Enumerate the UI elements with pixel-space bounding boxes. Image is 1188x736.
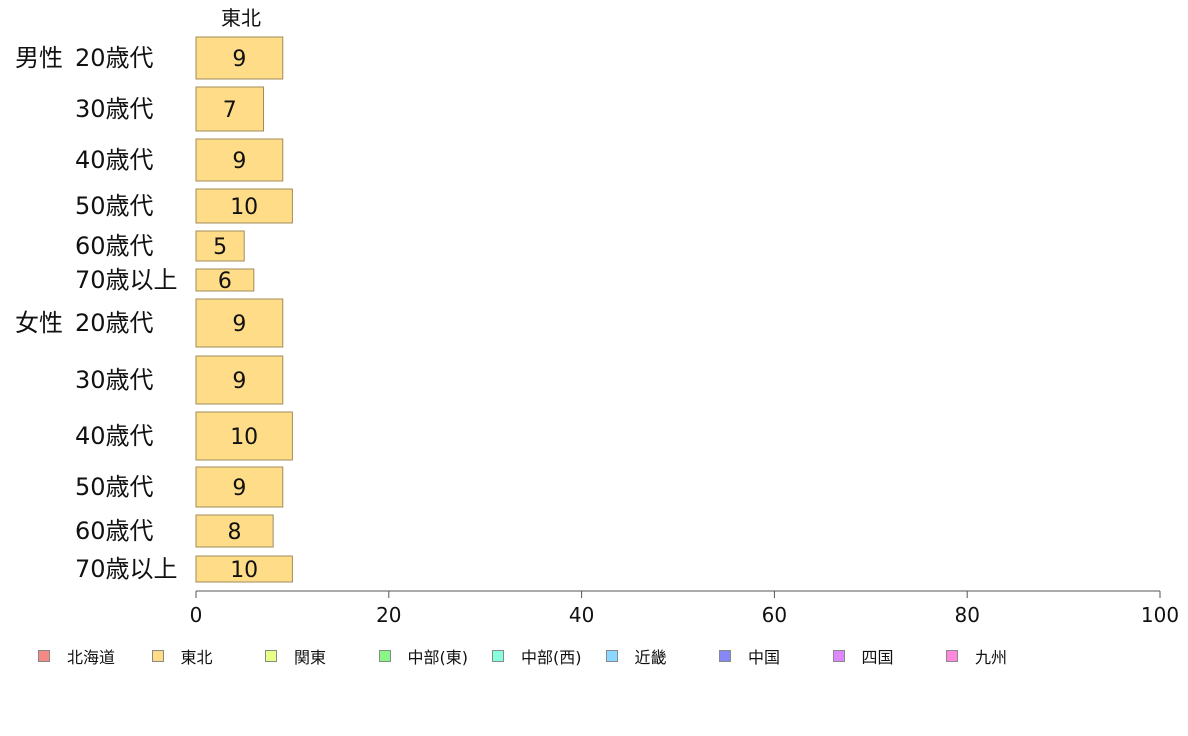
group-label: 女性 <box>15 309 63 337</box>
x-tick-label: 100 <box>1141 603 1179 627</box>
legend-item: 近畿 <box>605 645 667 667</box>
legend-label: 近畿 <box>634 648 667 667</box>
x-tick-label: 40 <box>569 603 594 627</box>
bar <box>195 188 293 224</box>
legend-item: 中部(東) <box>378 645 469 667</box>
legend-swatch <box>946 650 958 662</box>
bar <box>195 466 284 508</box>
bar-value-label: 9 <box>232 47 246 72</box>
bar-value-label: 9 <box>232 312 246 337</box>
bar-value-label: 10 <box>230 558 258 583</box>
legend-label: 中部(東) <box>407 648 469 667</box>
legend-label: 北海道 <box>67 648 116 667</box>
legend-item: 北海道 <box>38 645 115 667</box>
bars <box>195 36 293 583</box>
category-label: 70歳以上 <box>75 266 178 294</box>
legend-item: 東北 <box>151 645 213 667</box>
legend-label: 九州 <box>975 648 1008 667</box>
category-label: 20歳代 <box>75 44 154 72</box>
legend-swatch <box>605 650 618 662</box>
bar-value-label: 8 <box>228 520 242 545</box>
legend-item: 中国 <box>719 645 780 667</box>
category-label: 30歳代 <box>75 366 154 394</box>
category-label: 30歳代 <box>75 95 154 123</box>
bar <box>195 514 274 548</box>
bar-value-label: 5 <box>213 235 227 260</box>
legend-label: 中国 <box>748 648 781 667</box>
bar <box>195 298 284 348</box>
legend-swatch <box>38 650 50 662</box>
legend-swatch <box>378 650 391 662</box>
bar <box>195 86 264 132</box>
category-label: 50歳代 <box>75 473 154 501</box>
bar-value-label: 7 <box>223 98 237 123</box>
bar <box>195 138 284 182</box>
bar <box>195 230 245 262</box>
bar-value-label: 10 <box>230 425 258 450</box>
bar <box>195 36 284 80</box>
bar-value-label: 6 <box>218 269 232 294</box>
legend-item: 四国 <box>832 645 894 667</box>
legend-item: 関東 <box>265 645 326 667</box>
bar-value-label: 9 <box>232 149 246 174</box>
column-header: 東北 <box>221 6 261 30</box>
legend-swatch <box>832 650 845 662</box>
legend-swatch <box>265 650 277 662</box>
legend-label: 東北 <box>180 648 213 667</box>
category-labels: 20歳代 30歳代 40歳代 50歳代 60歳代 70歳以上 20歳代 30歳代 40歳代 50歳… <box>75 44 178 583</box>
category-label: 20歳代 <box>75 309 154 337</box>
x-axis: 0 20 40 60 80 100 <box>190 590 1179 627</box>
category-label: 40歳代 <box>75 146 154 174</box>
group-label: 男性 <box>15 44 63 72</box>
legend-label: 四国 <box>861 648 894 667</box>
bar <box>195 268 255 292</box>
legend-swatch <box>151 650 164 662</box>
legend-item: 九州 <box>946 645 1007 667</box>
bar-value-label: 10 <box>230 195 258 220</box>
category-label: 50歳代 <box>75 192 154 220</box>
x-tick-label: 20 <box>376 603 401 627</box>
x-tick-label: 80 <box>954 603 979 627</box>
category-label: 60歳代 <box>75 517 154 545</box>
legend-label: 中部(西) <box>521 648 582 667</box>
legend-swatch <box>492 650 504 662</box>
x-tick-label: 60 <box>762 603 787 627</box>
legend-item: 中部(西) <box>492 645 582 667</box>
bar <box>195 355 284 405</box>
legend-swatch <box>719 650 731 662</box>
category-label: 40歳代 <box>75 422 154 450</box>
bar <box>195 411 293 461</box>
bar-value-label: 9 <box>232 369 246 394</box>
x-tick-label: 0 <box>190 603 203 627</box>
category-label: 60歳代 <box>75 232 154 260</box>
bar <box>195 555 293 583</box>
category-label: 70歳以上 <box>75 555 178 583</box>
legend-label: 関東 <box>294 648 327 667</box>
bar-value-label: 9 <box>232 476 246 501</box>
